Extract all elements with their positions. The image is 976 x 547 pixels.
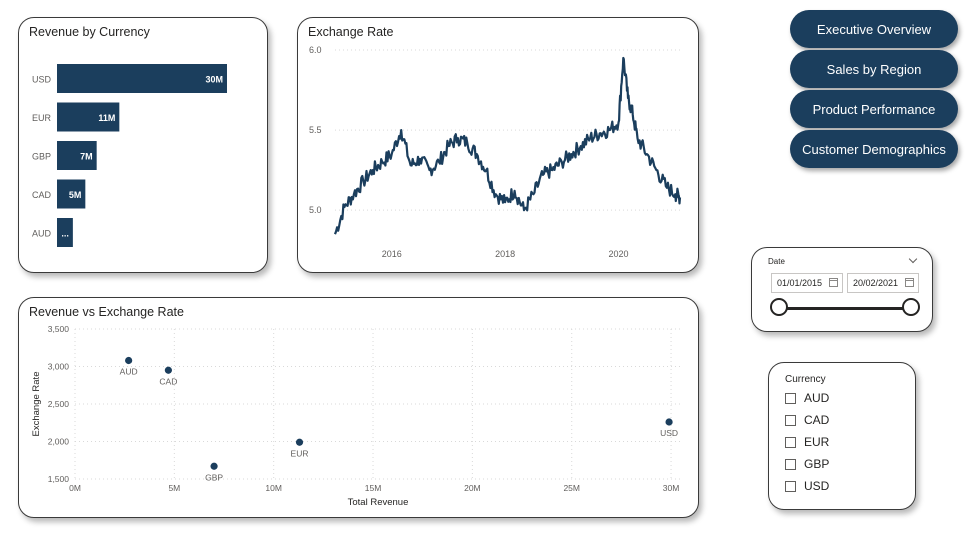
currency-option-cad[interactable]: CAD — [785, 411, 829, 429]
bar-category-label: EUR — [32, 113, 52, 123]
scatter-point-gbp[interactable] — [210, 462, 218, 470]
scatter-point-eur[interactable] — [295, 438, 304, 446]
currency-slicer: Currency AUD CAD EUR GBP USD — [768, 362, 916, 510]
scatter-point-usd[interactable] — [665, 418, 673, 426]
y-tick-label: 2,000 — [48, 437, 70, 447]
currency-option-usd[interactable]: USD — [785, 477, 829, 495]
revenue-by-currency-title: Revenue by Currency — [29, 25, 150, 39]
calendar-icon[interactable] — [905, 278, 914, 287]
bar-aud[interactable] — [57, 218, 73, 247]
x-tick-label: 20M — [464, 483, 481, 493]
x-tick-label: 2016 — [382, 249, 402, 259]
y-tick-label: 5.0 — [309, 205, 322, 215]
bar-eur[interactable] — [57, 102, 120, 132]
bar-category-label: CAD — [32, 190, 52, 200]
currency-option-label: AUD — [804, 391, 830, 405]
bar-category-label: AUD — [32, 229, 52, 239]
revenue-by-currency-card: Revenue by Currency USD 30M EUR 11M GBP 7M CAD… — [18, 17, 268, 273]
chevron-down-icon[interactable] — [908, 254, 918, 264]
revenue-vs-exchange-chart: 1,500 2,000 2,500 3,000 3,500 0M 5M 10M 15M 20M 25… — [31, 324, 681, 508]
currency-slicer-title: Currency — [785, 374, 826, 385]
y-tick-label: 1,500 — [48, 474, 70, 484]
calendar-icon[interactable] — [829, 278, 838, 287]
x-tick-label: 30M — [663, 483, 680, 493]
bar-cad[interactable] — [57, 179, 86, 209]
y-tick-label: 2,500 — [48, 399, 70, 409]
product-performance-button[interactable]: Product Performance — [790, 90, 958, 128]
exchange-rate-title: Exchange Rate — [308, 25, 394, 39]
bar-data-label: 30M — [205, 75, 223, 85]
currency-option-label: GBP — [804, 457, 830, 471]
checkbox[interactable] — [785, 414, 796, 426]
y-tick-label: 5.5 — [309, 125, 322, 135]
x-tick-label: 10M — [265, 483, 282, 493]
exchange-rate-chart: 5.0 5.5 6.0 2016 2018 2020 — [309, 45, 682, 259]
checkbox[interactable] — [785, 436, 796, 448]
y-axis-title: Exchange Rate — [31, 372, 42, 437]
y-tick-label: 3,000 — [48, 362, 70, 372]
scatter-point-label: AUD — [120, 367, 138, 377]
currency-option-label: EUR — [804, 435, 830, 449]
x-axis-title: Total Revenue — [348, 497, 409, 508]
bar-data-label: 7M — [80, 152, 93, 162]
x-tick-label: 0M — [69, 483, 81, 493]
exchange-rate-line[interactable] — [333, 56, 682, 235]
scatter-point-label: EUR — [291, 448, 309, 458]
end-date-value: 20/02/2021 — [853, 278, 899, 288]
x-tick-label: 25M — [563, 483, 580, 493]
bar-category-label: USD — [32, 75, 52, 85]
end-date-input[interactable]: 20/02/2021 — [847, 273, 919, 293]
date-slicer: Date 01/01/2015 20/02/2021 — [751, 247, 933, 332]
currency-option-eur[interactable]: EUR — [785, 433, 829, 451]
checkbox[interactable] — [785, 392, 796, 404]
scatter-point-label: CAD — [159, 376, 177, 386]
revenue-by-currency-chart: USD 30M EUR 11M GBP 7M CAD 5M AUD... — [32, 64, 227, 247]
checkbox[interactable] — [785, 458, 796, 470]
start-date-input[interactable]: 01/01/2015 — [771, 273, 843, 293]
scatter-point-cad[interactable] — [164, 366, 172, 374]
bar-gbp[interactable] — [57, 141, 97, 170]
x-tick-label: 5M — [168, 483, 180, 493]
currency-option-aud[interactable]: AUD — [785, 389, 829, 407]
start-date-value: 01/01/2015 — [777, 278, 823, 288]
date-range-start-handle[interactable] — [770, 298, 788, 316]
date-range-end-handle[interactable] — [902, 298, 920, 316]
y-tick-label: 3,500 — [48, 324, 70, 334]
bar-category-label: GBP — [32, 152, 51, 162]
currency-option-gbp[interactable]: GBP — [785, 455, 829, 473]
x-tick-label: 2020 — [609, 249, 629, 259]
scatter-point-aud[interactable] — [125, 356, 133, 365]
sales-by-region-button[interactable]: Sales by Region — [790, 50, 958, 88]
x-tick-label: 15M — [365, 483, 382, 493]
revenue-vs-exchange-card: Revenue vs Exchange Rate 1,500 2,000 2,500… — [18, 297, 699, 518]
bar-usd[interactable] — [57, 64, 227, 93]
checkbox[interactable] — [785, 480, 796, 492]
exchange-rate-card: Exchange Rate 5.0 5.5 6.0 2016 2018 2020 — [297, 17, 699, 273]
currency-option-label: CAD — [804, 413, 830, 427]
x-tick-label: 2018 — [495, 249, 515, 259]
date-slicer-title: Date — [768, 257, 785, 266]
y-tick-label: 6.0 — [309, 45, 322, 55]
bar-data-label: ... — [61, 229, 69, 239]
executive-overview-button[interactable]: Executive Overview — [790, 10, 958, 48]
scatter-point-label: USD — [660, 428, 678, 438]
date-range-track[interactable] — [780, 307, 910, 310]
bar-data-label: 11M — [98, 113, 115, 123]
currency-option-label: USD — [804, 479, 830, 493]
customer-demographics-button[interactable]: Customer Demographics — [790, 130, 958, 168]
bar-data-label: 5M — [69, 190, 82, 200]
scatter-point-label: GBP — [205, 472, 223, 482]
revenue-vs-exchange-title: Revenue vs Exchange Rate — [29, 305, 184, 319]
